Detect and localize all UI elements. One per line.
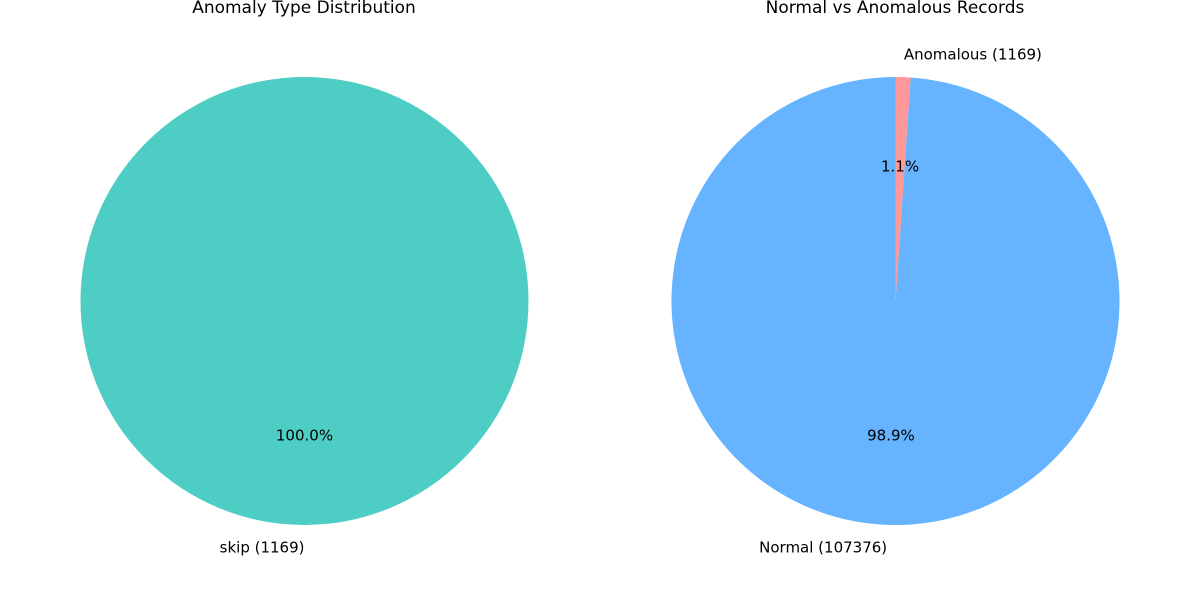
pie-slices [80, 77, 529, 525]
pie-slice-normal [671, 77, 1120, 525]
slice-label: Normal (107376) [759, 538, 887, 556]
pie-slice-skip [80, 77, 529, 525]
pie-labels: 98.9% Normal (107376) 1.1% Anomalous (1169) [759, 46, 1042, 557]
percent-label: 100.0% [276, 426, 333, 444]
slice-label: Anomalous (1169) [904, 46, 1042, 64]
pie-chart-anomaly-types: Anomaly Type Distribution 100.0% skip (11… [80, 0, 529, 556]
slice-label: skip (1169) [220, 538, 305, 556]
percent-label: 98.9% [867, 426, 915, 444]
pie-chart-normal-vs-anomalous: Normal vs Anomalous Records 98.9% Normal … [671, 0, 1120, 557]
pie-labels: 100.0% skip (1169) [220, 426, 333, 556]
pie-slices [671, 77, 1120, 525]
pie-slice-anomalous [895, 77, 911, 301]
chart-title: Anomaly Type Distribution [192, 0, 416, 18]
percent-label: 1.1% [881, 158, 919, 176]
chart-title: Normal vs Anomalous Records [766, 0, 1025, 18]
